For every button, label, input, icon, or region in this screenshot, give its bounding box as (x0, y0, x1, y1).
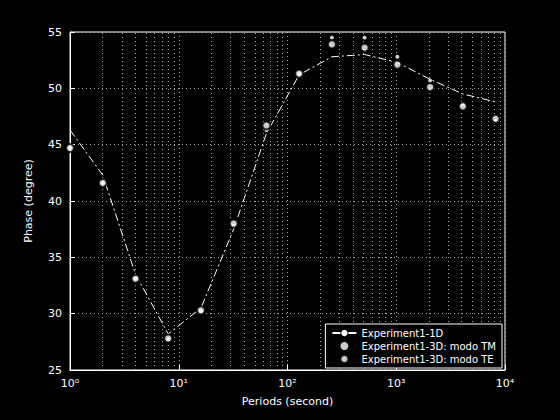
svg-text:Periods (second): Periods (second) (242, 395, 333, 408)
svg-text:50: 50 (48, 82, 62, 95)
svg-text:10³: 10³ (387, 377, 405, 390)
svg-text:45: 45 (48, 138, 62, 151)
svg-text:Experiment1-3D: modo TM: Experiment1-3D: modo TM (361, 341, 496, 352)
svg-text:Experiment1-3D: modo TE: Experiment1-3D: modo TE (361, 354, 493, 365)
svg-text:10¹: 10¹ (170, 377, 188, 390)
svg-text:Phase (degree): Phase (degree) (22, 159, 35, 242)
svg-text:30: 30 (48, 307, 62, 320)
svg-text:Experiment1-1D: Experiment1-1D (361, 328, 443, 339)
svg-text:25: 25 (48, 364, 62, 377)
svg-text:10⁰: 10⁰ (61, 377, 80, 390)
svg-text:55: 55 (48, 26, 62, 39)
svg-text:35: 35 (48, 251, 62, 264)
svg-text:10²: 10² (278, 377, 296, 390)
svg-text:10⁴: 10⁴ (496, 377, 515, 390)
svg-text:40: 40 (48, 195, 62, 208)
